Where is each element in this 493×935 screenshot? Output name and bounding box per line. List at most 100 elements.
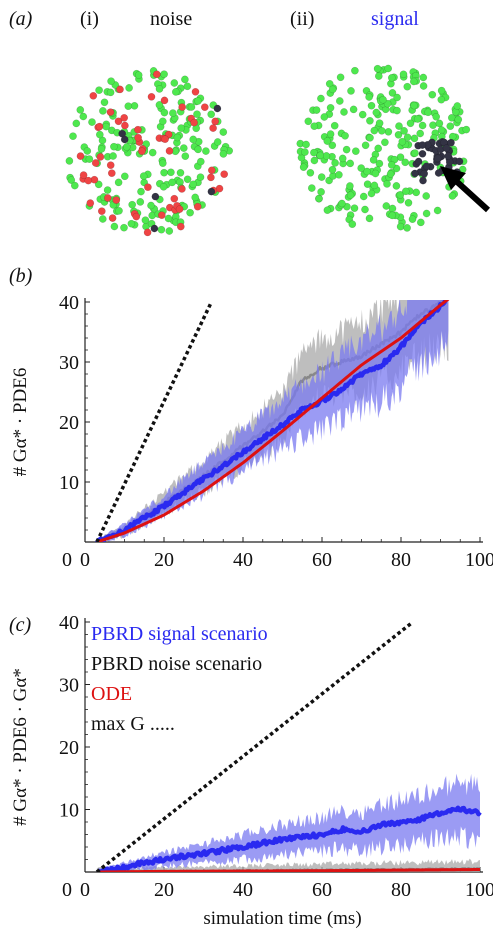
green-particle	[388, 204, 397, 213]
signal-series-line	[95, 300, 449, 542]
green-particle	[335, 170, 343, 179]
green-particle	[169, 109, 177, 117]
green-particle	[366, 116, 374, 125]
green-particle	[375, 119, 384, 128]
green-particle	[95, 130, 104, 139]
green-particle	[167, 168, 175, 177]
y-tick-label: 40	[59, 292, 79, 314]
green-particle	[328, 85, 337, 94]
green-particle	[392, 182, 401, 190]
green-particle	[412, 188, 421, 197]
green-particle	[164, 214, 173, 223]
green-particle	[366, 133, 374, 142]
green-particle	[85, 155, 94, 163]
red-particle	[165, 147, 174, 155]
ode-series-line	[96, 868, 481, 872]
signal-series-line	[96, 805, 482, 872]
x-tick-label: 0	[80, 879, 90, 901]
green-particle	[194, 97, 202, 105]
x-tick-label: 80	[391, 879, 411, 901]
green-particle	[316, 151, 325, 160]
red-particle	[134, 133, 142, 142]
green-particle	[159, 182, 168, 191]
green-particle	[95, 86, 103, 95]
green-particle	[437, 95, 446, 104]
red-particle	[191, 87, 200, 96]
green-particle	[393, 106, 401, 115]
green-particle	[102, 122, 110, 131]
green-particle	[432, 112, 441, 121]
green-particle	[186, 208, 194, 217]
green-particle	[372, 108, 381, 117]
green-particle	[342, 145, 351, 154]
green-particle	[160, 168, 168, 177]
green-particle	[181, 152, 190, 161]
red-particle	[176, 222, 185, 231]
green-particle	[361, 205, 369, 214]
red-particle	[84, 176, 93, 185]
green-particle	[134, 71, 143, 79]
green-particle	[72, 119, 81, 128]
legend-ode: ODE	[91, 683, 132, 705]
green-particle	[336, 73, 345, 82]
green-particle	[301, 148, 309, 156]
green-particle	[330, 121, 339, 130]
x-tick-label: 40	[233, 549, 253, 571]
black-particle	[444, 152, 453, 160]
green-particle	[395, 122, 403, 130]
green-particle	[196, 157, 205, 166]
red-particle	[121, 121, 129, 130]
green-particle	[299, 163, 308, 172]
green-particle	[396, 191, 405, 199]
green-particle	[401, 158, 410, 167]
green-particle	[387, 161, 396, 169]
black-particle	[414, 157, 423, 166]
green-particle	[462, 125, 471, 134]
green-particle	[351, 147, 360, 156]
y-tick-label: 40	[59, 612, 79, 634]
signal-particle-disc	[296, 64, 471, 232]
red-particle	[76, 152, 85, 160]
green-particle	[357, 164, 366, 172]
green-particle	[128, 200, 137, 209]
green-particle	[419, 73, 428, 82]
green-particle	[410, 134, 419, 143]
green-particle	[403, 133, 412, 142]
green-particle	[219, 150, 228, 158]
green-particle	[374, 72, 383, 80]
red-particle	[200, 103, 209, 112]
panel-a-i-title: noise	[150, 8, 192, 30]
green-particle	[396, 222, 405, 231]
green-particle	[365, 214, 374, 223]
green-particle	[361, 141, 370, 150]
black-particle	[120, 135, 129, 144]
green-particle	[346, 159, 355, 168]
green-particle	[433, 206, 442, 215]
green-particle	[346, 191, 355, 200]
red-particle	[207, 166, 216, 175]
y-tick-label: 10	[59, 800, 79, 822]
green-particle	[382, 202, 391, 210]
green-particle	[70, 181, 79, 190]
red-particle	[170, 194, 179, 203]
green-particle	[110, 142, 118, 151]
green-particle	[367, 101, 376, 110]
green-particle	[125, 84, 133, 92]
green-particle	[148, 148, 157, 157]
legend-max: max G .....	[91, 713, 175, 735]
green-particle	[168, 178, 176, 187]
green-particle	[107, 77, 115, 86]
green-particle	[419, 82, 428, 90]
panel-b-label: (b)	[9, 265, 33, 287]
noise-particle-disc	[65, 67, 234, 237]
red-particle	[89, 91, 98, 100]
green-particle	[97, 145, 106, 153]
green-particle	[331, 159, 339, 167]
red-particle	[147, 92, 156, 101]
red-particle	[132, 212, 141, 221]
green-particle	[176, 168, 185, 177]
green-particle	[381, 138, 389, 147]
green-particle	[398, 137, 407, 146]
red-particle	[193, 202, 202, 211]
